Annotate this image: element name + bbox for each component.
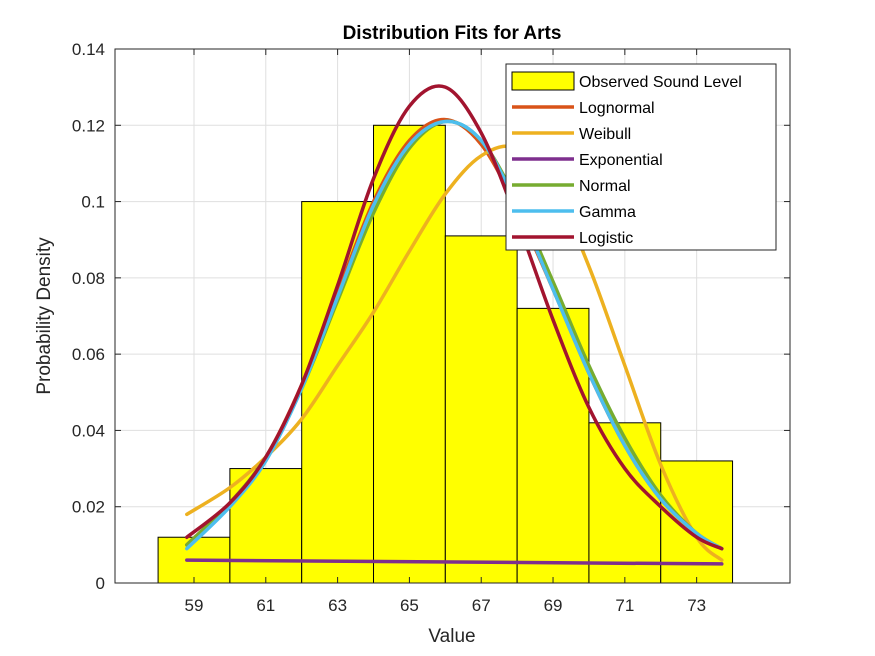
y-tick-label: 0.12	[72, 116, 105, 135]
curve-logistic	[185, 84, 724, 551]
y-tick-label: 0.06	[72, 345, 105, 364]
x-tick-label: 67	[472, 596, 491, 615]
fit-curves	[185, 84, 724, 566]
x-tick-label: 59	[185, 596, 204, 615]
legend-label-gamma: Gamma	[579, 204, 636, 221]
axis-ticks: 59 61 63 65 67 69 71 73 0 0.02 0.04 0.06 0.08 0.1 0.12…	[72, 40, 790, 615]
y-tick-label: 0.1	[81, 193, 105, 212]
x-tick-label: 69	[544, 596, 563, 615]
legend-box	[505, 63, 777, 251]
curve-weibull	[185, 144, 724, 562]
histogram-bars	[157, 124, 734, 584]
histogram-bar	[373, 124, 446, 584]
legend: Observed Sound Level Lognormal Weibull Expo…	[505, 63, 777, 251]
histogram-bar	[516, 307, 590, 584]
x-tick-label: 61	[256, 596, 275, 615]
curve-exponential	[185, 558, 724, 566]
x-tick-label: 65	[400, 596, 419, 615]
histogram-bar	[588, 422, 662, 584]
y-tick-label: 0.02	[72, 498, 105, 517]
x-tick-label: 71	[615, 596, 634, 615]
legend-label-logistic: Logistic	[579, 230, 633, 247]
histogram-bar	[444, 235, 518, 584]
chart-title: Distribution Fits for Arts	[343, 23, 562, 44]
y-tick-label: 0	[96, 574, 105, 593]
y-tick-label: 0.08	[72, 269, 105, 288]
plot-frame	[114, 48, 791, 584]
legend-swatch-histogram	[511, 71, 575, 91]
legend-label-exponential: Exponential	[579, 152, 663, 169]
x-tick-label: 63	[328, 596, 347, 615]
histogram-bar	[229, 468, 303, 584]
legend-label-histogram: Observed Sound Level	[579, 74, 742, 91]
legend-label-normal: Normal	[579, 178, 631, 195]
histogram-bar	[301, 201, 375, 584]
x-axis-label: Value	[428, 626, 475, 647]
y-tick-label: 0.04	[72, 421, 105, 440]
legend-label-weibull: Weibull	[579, 126, 631, 143]
y-tick-label: 0.14	[72, 40, 105, 59]
legend-label-lognormal: Lognormal	[579, 100, 655, 117]
y-axis-label: Probability Density	[34, 237, 55, 395]
x-tick-label: 73	[687, 596, 706, 615]
